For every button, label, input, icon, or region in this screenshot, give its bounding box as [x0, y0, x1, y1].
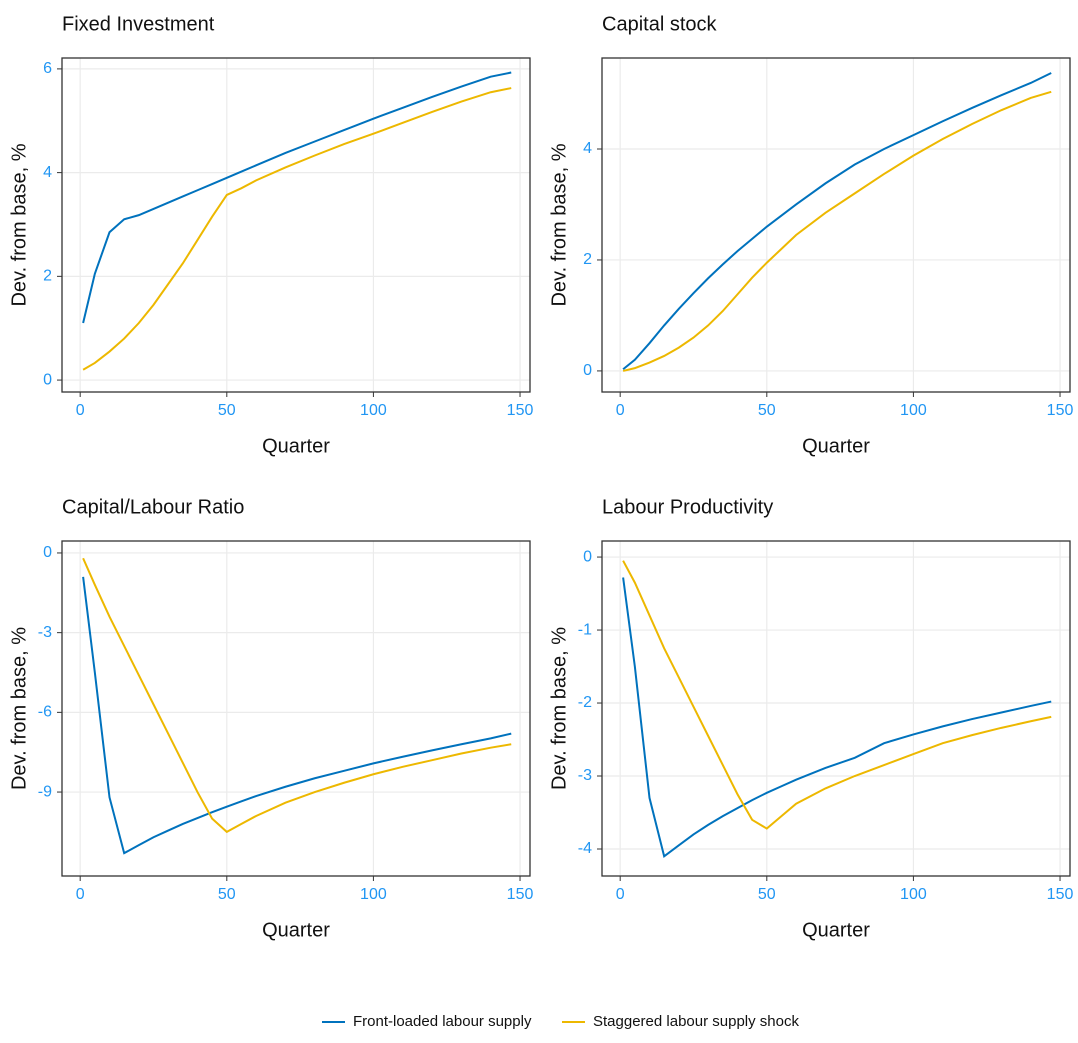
x-tick-label: 50: [758, 402, 776, 419]
x-tick-label: 100: [900, 402, 927, 419]
x-tick-label: 150: [507, 402, 534, 419]
x-tick-label: 150: [507, 886, 534, 903]
x-tick-label: 0: [616, 402, 625, 419]
y-tick-label: 0: [583, 362, 592, 379]
x-tick-label: 50: [218, 402, 236, 419]
x-tick-label: 50: [218, 886, 236, 903]
series-line: [622, 560, 1052, 830]
x-axis-title: Quarter: [262, 919, 330, 941]
series-line: [82, 557, 512, 834]
y-tick-label: -3: [38, 624, 52, 641]
plot-border: [601, 57, 1071, 393]
y-tick-label: 6: [43, 60, 52, 77]
x-axis-title: Quarter: [802, 919, 870, 941]
panel-title: Capital stock: [602, 13, 717, 35]
y-tick-label: 0: [43, 544, 52, 561]
y-tick-label: 2: [43, 268, 52, 285]
series-line: [82, 576, 512, 855]
x-tick-label: 0: [616, 886, 625, 903]
x-axis-title: Quarter: [262, 435, 330, 457]
y-tick-label: 4: [43, 164, 52, 181]
series-line: [82, 87, 512, 371]
x-tick-label: 0: [76, 402, 85, 419]
y-axis-title: Dev. from base, %: [8, 627, 30, 790]
y-tick-label: -4: [578, 840, 592, 857]
y-tick-label: 0: [583, 548, 592, 565]
y-tick-label: 4: [583, 140, 592, 157]
x-tick-label: 0: [76, 886, 85, 903]
series-line: [622, 577, 1052, 858]
y-tick-label: -3: [578, 767, 592, 784]
plot-border: [601, 540, 1071, 877]
x-tick-label: 150: [1047, 402, 1074, 419]
series-line: [82, 71, 512, 324]
legend-label: Front-loaded labour supply: [353, 1013, 532, 1030]
y-tick-label: -6: [38, 704, 52, 721]
x-tick-label: 100: [360, 886, 387, 903]
x-tick-label: 150: [1047, 886, 1074, 903]
series-line: [622, 90, 1052, 372]
panel-title: Fixed Investment: [62, 13, 215, 35]
x-tick-label: 100: [360, 402, 387, 419]
plot-border: [61, 540, 531, 877]
plot-border: [61, 57, 531, 393]
panel-title: Capital/Labour Ratio: [62, 496, 244, 518]
y-tick-label: -9: [38, 783, 52, 800]
y-axis-title: Dev. from base, %: [548, 627, 570, 790]
x-axis-title: Quarter: [802, 435, 870, 457]
panel-title: Labour Productivity: [602, 496, 773, 518]
y-tick-label: -1: [578, 621, 592, 638]
x-tick-label: 50: [758, 886, 776, 903]
y-axis-title: Dev. from base, %: [8, 143, 30, 306]
y-tick-label: 2: [583, 251, 592, 268]
series-line: [622, 72, 1052, 371]
y-axis-title: Dev. from base, %: [548, 143, 570, 306]
y-tick-label: -2: [578, 694, 592, 711]
y-tick-label: 0: [43, 371, 52, 388]
x-tick-label: 100: [900, 886, 927, 903]
legend-label: Staggered labour supply shock: [593, 1013, 799, 1030]
